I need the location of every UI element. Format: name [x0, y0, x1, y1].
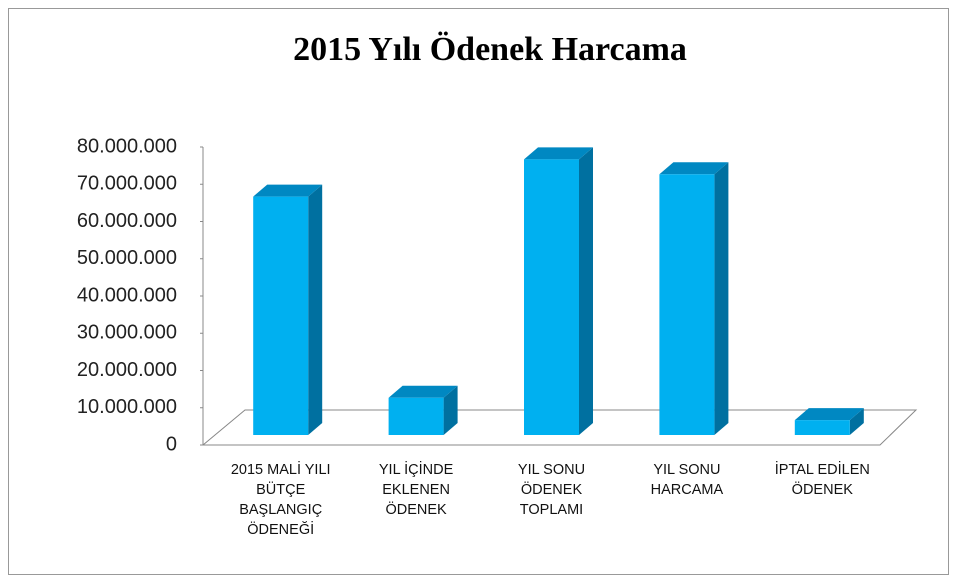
x-tick-label: 2015 MALİ YILI BÜTÇE BAŞLANGIÇ ÖDENEĞİ: [230, 462, 331, 538]
bar: [794, 408, 864, 435]
bar-front: [524, 159, 579, 435]
bar-side: [849, 408, 864, 435]
bar-side: [714, 162, 729, 435]
y-tick-label: 70.000.000: [77, 173, 177, 195]
bar-front: [388, 397, 444, 435]
bar: [659, 162, 729, 435]
bar-front: [253, 196, 309, 435]
bar: [253, 184, 323, 435]
y-tick-label: 20.000.000: [77, 359, 177, 381]
chart-title: 2015 Yılı Ödenek Harcama: [293, 31, 687, 68]
bar: [388, 385, 458, 435]
bar-side: [308, 184, 323, 435]
y-tick-label: 0: [166, 433, 177, 455]
bar-top: [659, 162, 729, 175]
bar-front: [794, 420, 850, 435]
y-tick-label: 10.000.000: [77, 396, 177, 418]
y-tick-label: 60.000.000: [77, 210, 177, 232]
bar-top: [388, 385, 458, 398]
x-tick-label: YIL SONU HARCAMA: [650, 462, 724, 498]
y-tick-label: 80.000.000: [77, 135, 177, 157]
y-tick-label: 50.000.000: [77, 247, 177, 269]
bar-front: [659, 174, 715, 435]
chart-border: [8, 8, 949, 575]
x-tick-label: YIL İÇİNDE EKLENEN ÖDENEK: [378, 462, 454, 518]
bar-top: [524, 147, 593, 160]
bar-side: [443, 385, 458, 435]
bar-side: [579, 147, 593, 435]
x-tick-label: İPTAL EDİLEN ÖDENEK: [774, 462, 870, 498]
bar-top: [794, 408, 864, 421]
floor: [201, 409, 918, 446]
bar: [524, 147, 593, 435]
bar-top: [253, 184, 323, 197]
y-tick-label: 30.000.000: [77, 322, 177, 344]
y-tick-label: 40.000.000: [77, 284, 177, 306]
x-tick-label: YIL SONU ÖDENEK TOPLAMI: [517, 462, 586, 518]
